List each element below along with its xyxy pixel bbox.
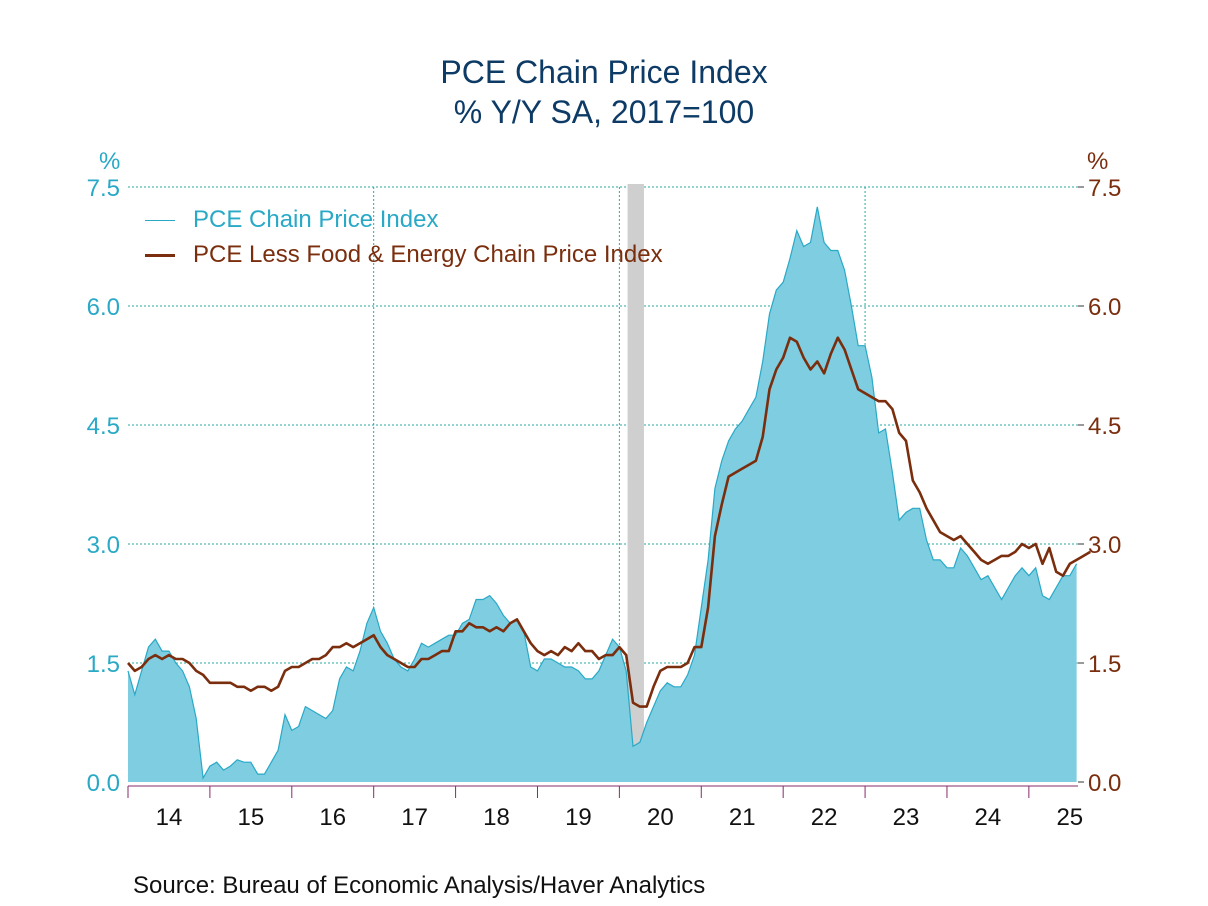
y-tick-label-left: 0.0 xyxy=(87,770,120,797)
x-tick-label: 20 xyxy=(647,804,674,831)
x-tick-label: 21 xyxy=(729,804,756,831)
recession-shading xyxy=(627,184,644,782)
chart-subtitle: % Y/Y SA, 2017=100 xyxy=(453,94,755,130)
y-tick-label-left: 7.5 xyxy=(87,175,120,202)
legend-item-pce: PCE Chain Price Index xyxy=(145,205,438,235)
y-tick-label-right: 1.5 xyxy=(1088,651,1121,678)
legend-swatch-core-pce xyxy=(145,253,175,257)
x-tick-label: 16 xyxy=(319,804,346,831)
x-tick-label: 22 xyxy=(811,804,838,831)
x-tick-label: 18 xyxy=(483,804,510,831)
y-tick-label-left: 6.0 xyxy=(87,294,120,321)
legend-label-core-pce: PCE Less Food & Energy Chain Price Index xyxy=(193,241,663,268)
legend-swatch-pce xyxy=(145,219,175,221)
x-tick-label: 23 xyxy=(893,804,920,831)
y-tick-label-right: 3.0 xyxy=(1088,532,1121,559)
left-axis-unit: % xyxy=(99,148,121,175)
y-tick-label-left: 1.5 xyxy=(87,651,120,678)
pce-area-edge xyxy=(127,206,1078,780)
axes: 0.0 0.0 1.5 1.5 3.0 3.0 4.5 4.5 6.0 6.0 7.5 7.5 14 15… xyxy=(87,175,1122,831)
legend-item-core-pce: PCE Less Food & Energy Chain Price Index xyxy=(145,240,663,270)
core-pce-line xyxy=(127,336,1091,708)
x-tick-label: 14 xyxy=(156,804,183,831)
x-tick-label: 19 xyxy=(565,804,592,831)
series-layer xyxy=(127,206,1091,783)
x-tick-label: 15 xyxy=(237,804,264,831)
source-note: Source: Bureau of Economic Analysis/Have… xyxy=(133,872,706,899)
x-tick-label: 17 xyxy=(401,804,428,831)
right-axis-unit: % xyxy=(1087,148,1109,175)
y-tick-label-right: 0.0 xyxy=(1088,770,1121,797)
y-tick-label-right: 6.0 xyxy=(1088,294,1121,321)
x-tick-label: 25 xyxy=(1056,804,1083,831)
legend-label-pce: PCE Chain Price Index xyxy=(193,206,439,233)
y-tick-label-left: 3.0 xyxy=(87,532,120,559)
recession-band xyxy=(627,184,644,782)
pce-area xyxy=(128,206,1077,783)
y-tick-label-right: 4.5 xyxy=(1088,413,1121,440)
chart-title: PCE Chain Price Index xyxy=(440,54,768,90)
y-tick-label-left: 4.5 xyxy=(87,413,120,440)
y-tick-label-right: 7.5 xyxy=(1088,175,1121,202)
x-tick-label: 24 xyxy=(975,804,1002,831)
